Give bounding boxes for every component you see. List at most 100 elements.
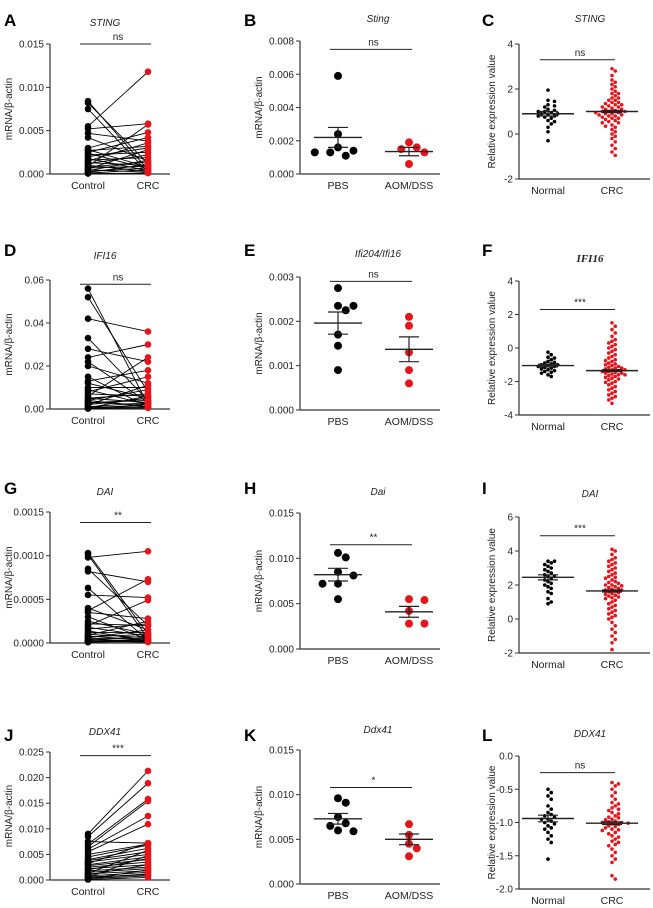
group2-point: [420, 596, 429, 605]
group1-point: [542, 827, 547, 831]
group2-point: [613, 613, 618, 618]
pair-line: [87, 844, 149, 858]
group2-point: [603, 576, 608, 580]
group2-point: [610, 334, 614, 339]
pair-line: [87, 288, 149, 405]
pair-line: [87, 164, 149, 173]
group2-point: [613, 814, 618, 818]
group2-point: [613, 89, 618, 94]
crc-point: [144, 797, 152, 805]
pair-line: [87, 842, 149, 865]
significance-label: ns: [575, 48, 586, 59]
pair-line: [87, 782, 149, 837]
group1-point: [326, 821, 335, 830]
group1-point: [549, 370, 554, 375]
pair-line: [87, 858, 149, 871]
group2-point: [606, 569, 611, 574]
y-tick-label: 0.0: [499, 752, 513, 763]
group2-point: [610, 827, 614, 831]
pair-line: [87, 798, 149, 845]
panel-letter: D: [4, 241, 16, 260]
group1-point: [552, 99, 557, 104]
group2-point: [610, 615, 614, 620]
group2-point: [405, 595, 413, 604]
y-tick-label: 0.015: [269, 746, 294, 757]
y-axis-label: mRNA/β-actin: [4, 785, 15, 847]
pair-line: [87, 131, 149, 149]
group1-point: [549, 116, 554, 121]
y-tick-label: 0.0010: [13, 551, 44, 562]
y-tick-label: 2: [507, 85, 513, 96]
group1-point: [546, 830, 550, 835]
group2-point: [613, 342, 618, 347]
group2-point: [616, 782, 621, 786]
group2-point: [610, 96, 614, 100]
group2-point: [405, 160, 413, 169]
group1-point: [552, 104, 557, 108]
group2-point: [610, 557, 614, 562]
chart-title: Ddx41: [364, 725, 393, 736]
group2-point: [613, 140, 618, 144]
control-point: [84, 638, 92, 646]
pair-line: [87, 611, 149, 619]
group2-point: [606, 559, 611, 563]
significance-label: **: [370, 533, 378, 544]
group2-point: [613, 324, 618, 329]
group1-point: [549, 834, 554, 838]
group2-point: [613, 566, 618, 570]
x-category-label: CRC: [601, 895, 624, 907]
pair-line: [87, 337, 149, 401]
group2-point: [613, 93, 618, 98]
crc-point: [144, 367, 152, 374]
crc-point: [144, 354, 152, 361]
crc-point: [144, 861, 152, 868]
group2-point: [613, 630, 618, 635]
group2-point: [610, 363, 614, 368]
group1-point: [549, 586, 554, 591]
group2-point: [606, 832, 611, 836]
group2-point: [610, 66, 614, 71]
pair-line: [87, 357, 149, 397]
panel-letter: H: [244, 479, 256, 498]
group2-point: [610, 595, 614, 600]
group2-point: [610, 552, 614, 557]
group1-point: [552, 356, 557, 360]
group2-point: [613, 608, 618, 613]
group2-point: [616, 802, 621, 806]
group1-point: [341, 553, 350, 562]
y-tick-label: 0.005: [19, 126, 44, 137]
group2-point: [613, 824, 618, 829]
chart-title: Ifi204/Ifi16: [355, 249, 402, 260]
group1-point: [549, 374, 554, 379]
crc-point: [144, 129, 152, 136]
group2-point: [613, 102, 618, 107]
group2-point: [606, 398, 611, 402]
control-point: [84, 584, 92, 592]
group2-point: [610, 647, 614, 652]
group2-point: [619, 102, 624, 107]
group2-point: [616, 105, 621, 109]
group1-point: [549, 840, 554, 845]
group1-point: [549, 581, 554, 586]
pair-line: [87, 841, 149, 844]
group1-point: [546, 837, 550, 841]
x-category-label: Normal: [531, 659, 565, 671]
group2-point: [610, 100, 614, 105]
group2-point: [613, 575, 618, 580]
group2-point: [610, 787, 614, 792]
y-axis-label: Relative expression value: [487, 54, 498, 168]
pair-line: [87, 599, 149, 626]
group2-point: [597, 113, 601, 117]
x-category-label: CRC: [137, 649, 160, 661]
group2-point: [610, 817, 614, 821]
group2-point: [613, 804, 618, 808]
y-axis-label: mRNA/β-actin: [4, 313, 15, 375]
group2-point: [616, 595, 621, 599]
y-tick-label: 0.06: [25, 276, 45, 287]
y-tick-label: 0.0015: [13, 508, 44, 519]
group1-point: [549, 600, 554, 604]
control-point: [84, 293, 92, 301]
crc-point: [144, 812, 152, 820]
group2-point: [613, 797, 618, 802]
